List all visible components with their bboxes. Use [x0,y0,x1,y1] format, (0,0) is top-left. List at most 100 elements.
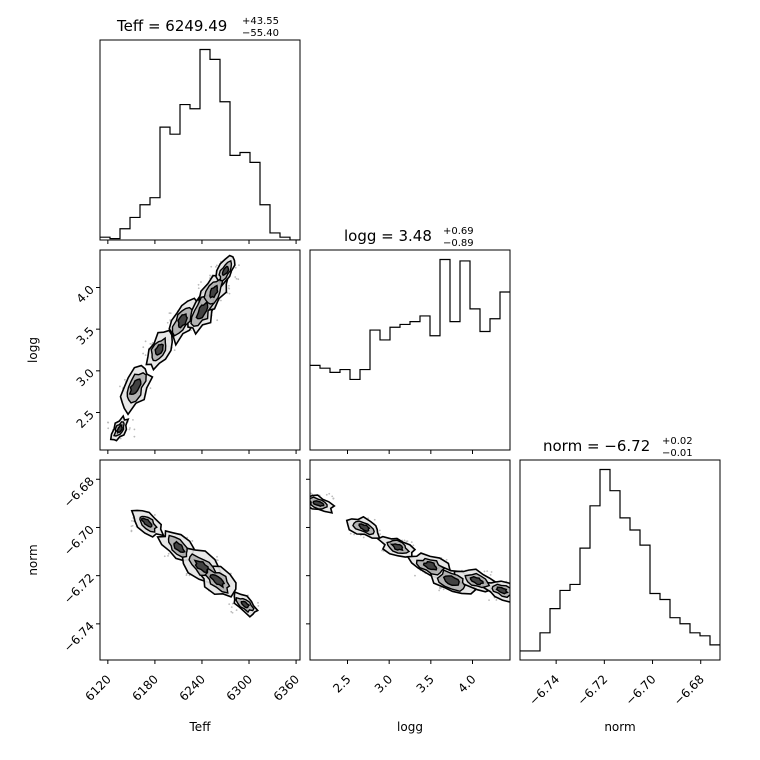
sample-point [379,533,382,536]
sample-point [331,495,334,498]
sample-point [228,284,230,287]
sample-point [515,593,517,595]
sample-point [228,603,231,606]
sample-point [490,571,493,573]
sample-point [191,540,194,542]
sample-point [410,541,413,544]
sample-point [133,435,136,438]
sample-point [228,287,231,290]
sample-point [167,554,169,557]
y-tick-label: 3.0 [74,366,97,389]
x-tick-label: 3.0 [372,672,395,695]
x-tick-label: −6.68 [671,672,707,708]
sample-point [173,349,176,352]
title-norm-sup: +0.02 [662,436,693,447]
sample-point [107,421,110,424]
x-tick-label: 6180 [130,672,161,703]
x-tick-label: −6.74 [526,672,562,708]
hist-logg [309,249,511,454]
sample-point [235,609,238,612]
sample-point [228,292,231,295]
contour-level [128,378,142,396]
sample-point [306,512,308,514]
hist-norm-marks [520,468,720,652]
sample-point [438,586,441,589]
x-tick-label: −6.70 [623,672,659,708]
sample-point [406,540,409,543]
contour-level [173,540,186,553]
sample-point [305,502,307,504]
title-teff: Teff = 6249.49 +43.55 −55.40 [116,16,279,39]
sample-point [151,341,154,344]
y-tick-label: 3.5 [74,324,97,347]
x-tick-label: 2.5 [330,672,353,695]
sample-point [230,610,233,613]
contour-teff-logg: 2.5 3.0 3.5 4.0 [74,249,301,454]
sample-point [308,509,310,511]
sample-point [200,281,202,283]
sample-point [214,265,217,268]
sample-point [231,611,234,614]
sample-point [144,354,147,357]
hist-teff-frame [99,39,301,241]
hist-logg-frame [309,249,511,451]
contour-level [209,284,219,299]
sample-point [483,570,486,573]
y-tick-label: 4.0 [74,283,97,306]
sample-point [149,387,152,390]
sample-point [234,266,237,269]
sample-point [167,552,170,555]
contour-level [358,523,371,532]
sample-point [149,343,152,345]
sample-point [237,278,240,281]
y-tick-label: 2.5 [74,408,97,431]
sample-point [168,312,171,315]
sample-point [403,539,406,542]
sample-point [107,427,110,430]
contour-teff-norm-frame [99,459,301,661]
contour-level [495,586,509,595]
sample-point [257,601,259,604]
contour-level [312,500,325,507]
contour-level [154,343,164,356]
sample-point [153,514,156,516]
sample-point [438,589,441,592]
sample-point [495,599,498,601]
sample-point [231,602,234,605]
sample-point [445,558,448,561]
sample-point [516,583,518,585]
contour-level [389,543,404,552]
sample-point [230,606,233,609]
sample-point [307,503,309,505]
sample-point [197,287,200,290]
contour-level [193,559,209,574]
title-norm: norm = −6.72 +0.02 −0.01 [543,436,693,459]
sample-point [414,574,416,577]
sample-point [332,497,335,500]
xlabel-teff: Teff [189,720,212,734]
sample-point [188,574,191,577]
sample-point [131,524,134,527]
sample-point [166,321,169,324]
sample-point [349,532,352,535]
sample-point [412,544,415,547]
contour-level [209,573,226,589]
ylabel-logg: logg [26,337,40,363]
title-logg-main: logg = 3.48 [344,227,432,245]
hist-teff-step [100,48,300,240]
sample-point [516,597,518,599]
contour-teff-norm-marks [130,509,260,618]
sample-point [511,593,513,595]
contour-level [422,560,438,571]
title-norm-sub: −0.01 [662,448,693,459]
contour-logg-norm: 2.5 3.0 3.5 4.0 [305,459,518,696]
sample-point [353,533,356,536]
x-tick-label: 6360 [271,672,302,703]
sample-point [119,385,121,388]
sample-point [210,265,213,268]
title-teff-sub: −55.40 [242,28,279,39]
hist-norm: −6.74 −6.72 −6.70 −6.68 [519,459,721,708]
hist-logg-marks [310,258,510,381]
title-teff-sup: +43.55 [242,16,279,27]
